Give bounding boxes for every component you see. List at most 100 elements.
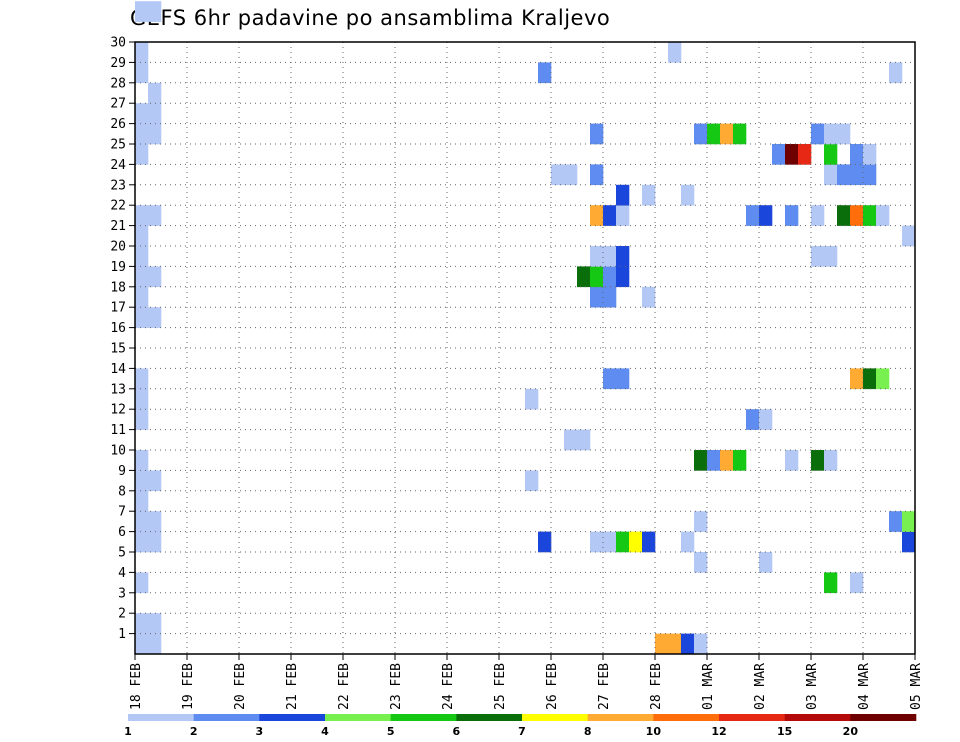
- heatmap-cells: [135, 1, 916, 655]
- heatmap-cell: [135, 144, 149, 165]
- heatmap-cell: [642, 184, 656, 206]
- heatmap-cell: [135, 470, 149, 492]
- heatmap-cell: [525, 388, 539, 410]
- heatmap-cell: [746, 205, 760, 226]
- heatmap-cell: [135, 531, 149, 553]
- heatmap-cell: [785, 205, 799, 226]
- y-tick-label: 11: [110, 423, 126, 438]
- heatmap-cell: [135, 511, 149, 532]
- heatmap-cell: [135, 266, 149, 288]
- y-tick-label: 24: [110, 158, 126, 173]
- heatmap-cell: [759, 409, 773, 430]
- legend-label: 4: [321, 725, 329, 738]
- x-tick-label: 25 FEB: [493, 663, 508, 710]
- heatmap-cell: [694, 123, 708, 145]
- heatmap-cell: [135, 225, 149, 247]
- x-tick-label: 26 FEB: [545, 663, 560, 710]
- heatmap-cell: [863, 144, 877, 165]
- heatmap-cell: [590, 246, 604, 267]
- heatmap-cell: [577, 266, 591, 288]
- y-tick-label: 9: [118, 464, 126, 479]
- heatmap-cell: [616, 205, 630, 226]
- heatmap-cell: [720, 450, 734, 471]
- x-tick-label: 24 FEB: [441, 663, 456, 710]
- heatmap-cell: [148, 103, 162, 124]
- color-legend: 1 2 3 4 5 6 7 8 10 12 15 20: [124, 714, 917, 738]
- legend-label: 8: [584, 725, 592, 738]
- heatmap-cell: [135, 205, 149, 226]
- y-tick-label: 14: [110, 362, 126, 377]
- heatmap-cell: [863, 205, 877, 226]
- heatmap-cell: [135, 368, 149, 390]
- heatmap-cell: [733, 450, 747, 471]
- heatmap-cell: [837, 123, 851, 145]
- y-tick-label: 20: [110, 240, 126, 255]
- heatmap-cell: [746, 409, 760, 430]
- legend-swatch: [128, 714, 194, 721]
- heatmap-cell: [824, 123, 838, 145]
- heatmap-cell: [603, 266, 617, 288]
- x-tick-label: 21 FEB: [285, 663, 300, 710]
- heatmap-cell: [785, 144, 799, 165]
- heatmap-cell: [616, 184, 630, 206]
- heatmap-cell: [616, 266, 630, 288]
- heatmap-cell: [148, 511, 162, 532]
- heatmap-cell: [759, 205, 773, 226]
- heatmap-cell: [135, 246, 149, 267]
- heatmap-cell: [148, 1, 162, 22]
- y-tick-label: 26: [110, 117, 126, 132]
- heatmap-cell: [590, 266, 604, 288]
- legend-label: 3: [256, 725, 264, 738]
- heatmap-cell: [811, 123, 825, 145]
- y-tick-label: 30: [110, 36, 126, 51]
- heatmap-cell: [590, 123, 604, 145]
- heatmap-cell: [148, 123, 162, 145]
- y-axis-labels: 1234567891011121314151617181920212223242…: [110, 36, 135, 642]
- heatmap-cell: [148, 205, 162, 226]
- heatmap-cell: [135, 572, 149, 594]
- x-tick-label: 28 FEB: [649, 663, 664, 710]
- heatmap-cell: [811, 205, 825, 226]
- x-tick-label: 27 FEB: [597, 663, 612, 710]
- y-tick-label: 29: [110, 56, 126, 71]
- heatmap-cell: [902, 531, 916, 553]
- y-tick-label: 6: [118, 525, 126, 540]
- heatmap-cell: [135, 388, 149, 410]
- x-tick-label: 02 MAR: [753, 663, 768, 710]
- heatmap-cell: [850, 164, 864, 186]
- y-tick-label: 17: [110, 301, 126, 316]
- heatmap-cell: [720, 123, 734, 145]
- chart-title: GEFS 6hr padavine po ansamblima Kraljevo: [130, 6, 611, 30]
- heatmap-cell: [538, 531, 552, 553]
- heatmap-cell: [564, 164, 578, 186]
- heatmap-cell: [668, 633, 682, 655]
- legend-label: 6: [453, 725, 461, 738]
- heatmap-cell: [694, 450, 708, 471]
- heatmap-cell: [850, 205, 864, 226]
- y-tick-label: 8: [118, 484, 126, 499]
- heatmap-cell: [681, 633, 695, 655]
- heatmap-cell: [824, 246, 838, 267]
- y-tick-label: 12: [110, 403, 126, 418]
- heatmap-cell: [668, 42, 682, 63]
- heatmap-cell: [876, 205, 890, 226]
- heatmap-cell: [616, 368, 630, 390]
- legend-label: 5: [387, 725, 395, 738]
- legend-label: 2: [190, 725, 198, 738]
- heatmap-cell: [642, 286, 656, 308]
- y-tick-label: 13: [110, 382, 126, 397]
- heatmap-cell: [148, 307, 162, 328]
- heatmap-cell: [525, 470, 539, 492]
- heatmap-cell: [135, 633, 149, 655]
- y-tick-label: 18: [110, 280, 126, 295]
- heatmap-cell: [148, 633, 162, 655]
- heatmap-cell: [837, 164, 851, 186]
- heatmap-cell: [135, 490, 149, 512]
- legend-swatch: [784, 714, 851, 721]
- heatmap-cell: [577, 429, 591, 451]
- heatmap-cell: [148, 470, 162, 492]
- heatmap-cell: [148, 613, 162, 634]
- heatmap-cell: [785, 450, 799, 471]
- heatmap-cell: [564, 429, 578, 451]
- heatmap-cell: [135, 409, 149, 430]
